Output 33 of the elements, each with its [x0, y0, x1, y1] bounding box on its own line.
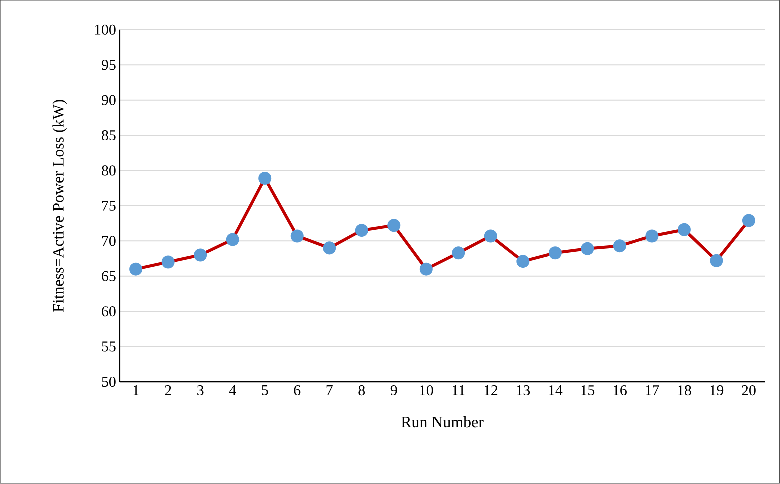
x-tick-label: 6 — [294, 386, 301, 396]
x-tick-label: 20 — [742, 386, 756, 396]
y-tick-label: 90 — [102, 95, 116, 106]
x-tick-label: 14 — [549, 386, 563, 396]
x-tick-label: 19 — [710, 386, 724, 396]
y-tick-label: 75 — [102, 201, 116, 211]
y-tick-label: 95 — [102, 60, 116, 70]
x-tick-label: 10 — [420, 386, 434, 396]
x-axis-title: Run Number — [402, 416, 484, 428]
x-tick-label: 18 — [678, 386, 692, 396]
y-tick-label: 65 — [102, 271, 116, 282]
y-tick-label: 70 — [102, 236, 116, 246]
y-tick-label: 85 — [102, 130, 116, 141]
x-tick-label: 15 — [582, 386, 595, 396]
x-tick-label: 2 — [165, 386, 172, 396]
x-tick-label: 13 — [517, 386, 530, 396]
y-tick-label: 60 — [102, 306, 116, 317]
x-tick-label: 12 — [484, 386, 498, 396]
y-tick-label: 80 — [102, 166, 116, 176]
y-tick-label: 50 — [102, 376, 116, 388]
x-tick-label: 16 — [614, 386, 627, 396]
x-tick-label: 4 — [229, 386, 236, 396]
x-tick-label: 11 — [452, 386, 465, 396]
x-tick-label: 17 — [646, 386, 660, 396]
x-tick-label: 8 — [358, 386, 366, 396]
x-tick-label: 1 — [134, 386, 139, 396]
y-tick-label: 100 — [95, 24, 116, 35]
x-tick-label: 5 — [262, 386, 268, 396]
x-tick-label: 7 — [326, 386, 333, 396]
x-tick-label: 9 — [390, 386, 398, 396]
x-tick-label: 3 — [198, 386, 204, 396]
y-axis-title: Fitness=Active Power Loss (kW) — [52, 100, 68, 312]
y-tick-label: 55 — [102, 342, 116, 352]
